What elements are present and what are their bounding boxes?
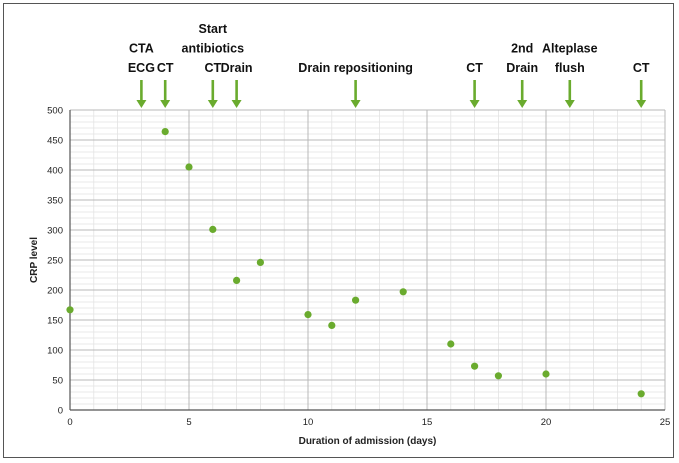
y-tick-label: 350 (47, 196, 63, 207)
data-point (399, 288, 407, 296)
annotation-label: Drain (221, 61, 253, 75)
annotation-label: Alteplase (542, 42, 598, 56)
y-tick-label: 50 (52, 376, 63, 387)
x-tick-label: 0 (67, 417, 72, 428)
data-point (256, 258, 264, 266)
y-tick-label: 250 (47, 256, 63, 267)
y-axis-label: CRP level (29, 237, 40, 283)
annotation-arrow-head (564, 100, 575, 108)
annotation-arrow-head (517, 100, 528, 108)
data-point (637, 390, 645, 398)
annotation: 2nd Drain (506, 42, 538, 108)
annotation-label: flush (555, 61, 585, 75)
data-point (66, 306, 74, 314)
annotation-label: Drain (506, 61, 538, 75)
y-tick-label: 150 (47, 316, 63, 327)
x-tick-label: 10 (303, 417, 314, 428)
annotation-label: CTA (129, 42, 154, 56)
annotation: CT (466, 61, 483, 108)
annotation: Drain repositioning (298, 61, 413, 108)
data-point (447, 340, 455, 348)
annotation-arrow-head (231, 100, 242, 108)
data-point (352, 296, 360, 304)
data-point (185, 163, 193, 171)
annotation-label: CT (157, 61, 174, 75)
y-tick-label: 400 (47, 166, 63, 177)
annotation-arrow-head (469, 100, 480, 108)
x-axis-label: Duration of admission (days) (299, 436, 437, 447)
major-gridlines (69, 109, 666, 411)
annotation: CTA ECG (128, 42, 155, 108)
data-point (328, 321, 336, 329)
y-tick-label: 500 (47, 106, 63, 117)
data-point (471, 362, 479, 370)
y-tick-label: 100 (47, 346, 63, 357)
annotation: Alteplase flush (542, 42, 598, 108)
y-tick-label: 300 (47, 226, 63, 237)
y-tick-label: 200 (47, 286, 63, 297)
annotation-label: ECG (128, 61, 155, 75)
annotation-label: 2nd (511, 42, 533, 56)
annotation-label: CT (466, 61, 483, 75)
x-tick-label: 5 (186, 417, 191, 428)
annotation-arrow-head (350, 100, 361, 108)
x-tick-label: 20 (541, 417, 552, 428)
data-point (542, 370, 550, 378)
data-point (494, 372, 502, 380)
annotation: Start antibiotics CT (182, 22, 245, 108)
annotation-label: CT (204, 61, 221, 75)
annotation: CT (633, 61, 650, 108)
data-point (161, 128, 169, 136)
x-tick-labels: 0 5 10 15 20 25 (67, 417, 670, 428)
annotation-label: Drain repositioning (298, 61, 413, 75)
y-tick-label: 0 (58, 406, 63, 417)
y-tick-label: 450 (47, 136, 63, 147)
data-point (209, 225, 217, 233)
axes (69, 110, 665, 411)
x-tick-label: 25 (660, 417, 671, 428)
annotation-label: Start (199, 22, 228, 36)
annotation-label: antibiotics (182, 42, 245, 56)
annotation: Drain (221, 61, 253, 108)
data-point (304, 311, 312, 319)
annotation-arrow-head (160, 100, 171, 108)
x-tick-label: 15 (422, 417, 433, 428)
annotation-label: CT (633, 61, 650, 75)
data-point (233, 276, 241, 284)
y-tick-labels: 0 50 100 150 200 250 300 350 400 450 500 (47, 106, 63, 417)
annotation-arrow-head (207, 100, 218, 108)
annotation-arrow-head (136, 100, 147, 108)
annotation-arrow-head (636, 100, 647, 108)
data-points (66, 128, 645, 398)
annotation: CT (157, 61, 174, 108)
